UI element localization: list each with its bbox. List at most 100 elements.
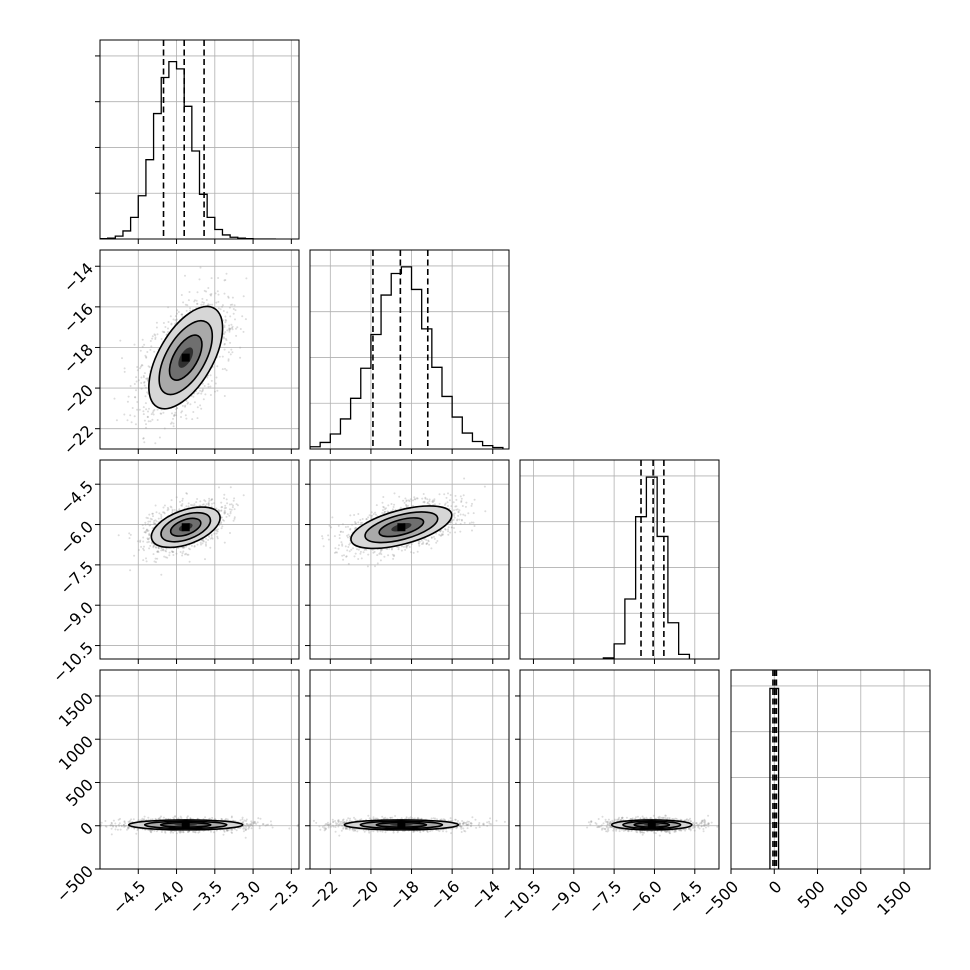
sample-point bbox=[229, 510, 232, 513]
sample-point bbox=[386, 548, 389, 550]
sample-point bbox=[459, 495, 462, 498]
sample-point bbox=[193, 504, 195, 507]
sample-point bbox=[151, 512, 154, 515]
sample-point bbox=[359, 552, 362, 555]
sample-point bbox=[172, 422, 175, 425]
sample-point bbox=[422, 542, 425, 545]
sample-point bbox=[146, 377, 149, 380]
sample-point bbox=[174, 411, 177, 414]
sample-point bbox=[214, 292, 217, 295]
sample-point bbox=[146, 416, 149, 419]
panel-content bbox=[113, 266, 248, 449]
sample-point bbox=[241, 816, 244, 819]
sample-point bbox=[160, 815, 162, 818]
sample-point bbox=[186, 830, 189, 833]
sample-point bbox=[157, 517, 160, 520]
sample-point bbox=[171, 412, 173, 415]
sample-point bbox=[228, 514, 231, 517]
sample-point bbox=[119, 828, 122, 831]
sample-point bbox=[146, 517, 149, 520]
sample-point bbox=[186, 492, 188, 495]
sample-point bbox=[349, 514, 352, 517]
sample-point bbox=[192, 395, 195, 398]
sample-point bbox=[236, 326, 239, 329]
sample-point bbox=[147, 523, 149, 526]
sample-point bbox=[458, 518, 461, 521]
sample-point bbox=[426, 502, 429, 505]
sample-point bbox=[127, 395, 130, 398]
sample-point bbox=[146, 415, 149, 418]
sample-point bbox=[241, 821, 244, 824]
sample-point bbox=[200, 543, 202, 546]
sample-point bbox=[375, 513, 377, 516]
sample-point bbox=[426, 498, 429, 501]
sample-point bbox=[333, 535, 336, 538]
sample-point bbox=[223, 519, 225, 522]
sample-point bbox=[348, 550, 351, 553]
sample-point bbox=[453, 527, 455, 529]
sample-point bbox=[352, 547, 354, 550]
sample-point bbox=[428, 503, 431, 505]
density-peak bbox=[181, 353, 190, 362]
sample-point bbox=[407, 499, 410, 502]
sample-point bbox=[154, 557, 157, 560]
sample-point bbox=[179, 831, 182, 834]
sample-point bbox=[227, 295, 230, 298]
sample-point bbox=[354, 526, 357, 529]
sample-point bbox=[150, 829, 153, 832]
sample-point bbox=[133, 343, 136, 346]
sample-point bbox=[119, 339, 122, 342]
sample-point bbox=[150, 413, 153, 416]
sample-point bbox=[214, 529, 217, 532]
sample-point bbox=[465, 501, 468, 504]
sample-point bbox=[223, 395, 226, 397]
sample-point bbox=[160, 515, 163, 518]
sample-point bbox=[223, 507, 226, 510]
sample-point bbox=[453, 512, 456, 515]
sample-point bbox=[442, 530, 445, 533]
panel-content bbox=[117, 486, 245, 576]
sample-point bbox=[452, 513, 455, 516]
sample-point bbox=[134, 423, 137, 426]
sample-point bbox=[351, 523, 354, 526]
sample-point bbox=[222, 519, 224, 521]
sample-point bbox=[333, 551, 336, 554]
sample-point bbox=[147, 410, 149, 413]
sample-point bbox=[408, 546, 411, 548]
sample-point bbox=[422, 501, 425, 504]
sample-point bbox=[153, 350, 156, 353]
sample-point bbox=[393, 492, 396, 495]
sample-point bbox=[154, 338, 157, 340]
sample-point bbox=[169, 315, 172, 318]
sample-point bbox=[179, 500, 181, 503]
sample-point bbox=[484, 510, 487, 513]
sample-point bbox=[242, 295, 245, 298]
sample-point bbox=[355, 526, 357, 529]
sample-point bbox=[432, 535, 435, 538]
panel-3-0 bbox=[95, 669, 300, 874]
sample-point bbox=[146, 391, 149, 394]
sample-point bbox=[152, 544, 155, 547]
sample-point bbox=[175, 414, 178, 417]
sample-point bbox=[157, 551, 160, 554]
histogram-1 bbox=[310, 266, 504, 449]
sample-point bbox=[189, 307, 192, 310]
sample-point bbox=[439, 530, 442, 533]
sample-point bbox=[459, 513, 462, 516]
sample-point bbox=[462, 494, 465, 497]
sample-point bbox=[109, 824, 112, 827]
sample-point bbox=[470, 521, 473, 524]
sample-point bbox=[186, 402, 189, 405]
sample-point bbox=[210, 505, 213, 508]
sample-point bbox=[447, 533, 450, 536]
sample-point bbox=[187, 299, 190, 302]
panel-grid bbox=[100, 670, 299, 870]
sample-point bbox=[170, 830, 173, 833]
sample-point bbox=[220, 509, 223, 512]
sample-point bbox=[137, 379, 140, 382]
sample-point bbox=[436, 540, 439, 542]
sample-point bbox=[201, 389, 204, 392]
contour-2 bbox=[168, 334, 203, 381]
sample-point bbox=[124, 824, 127, 827]
sample-point bbox=[170, 506, 173, 509]
